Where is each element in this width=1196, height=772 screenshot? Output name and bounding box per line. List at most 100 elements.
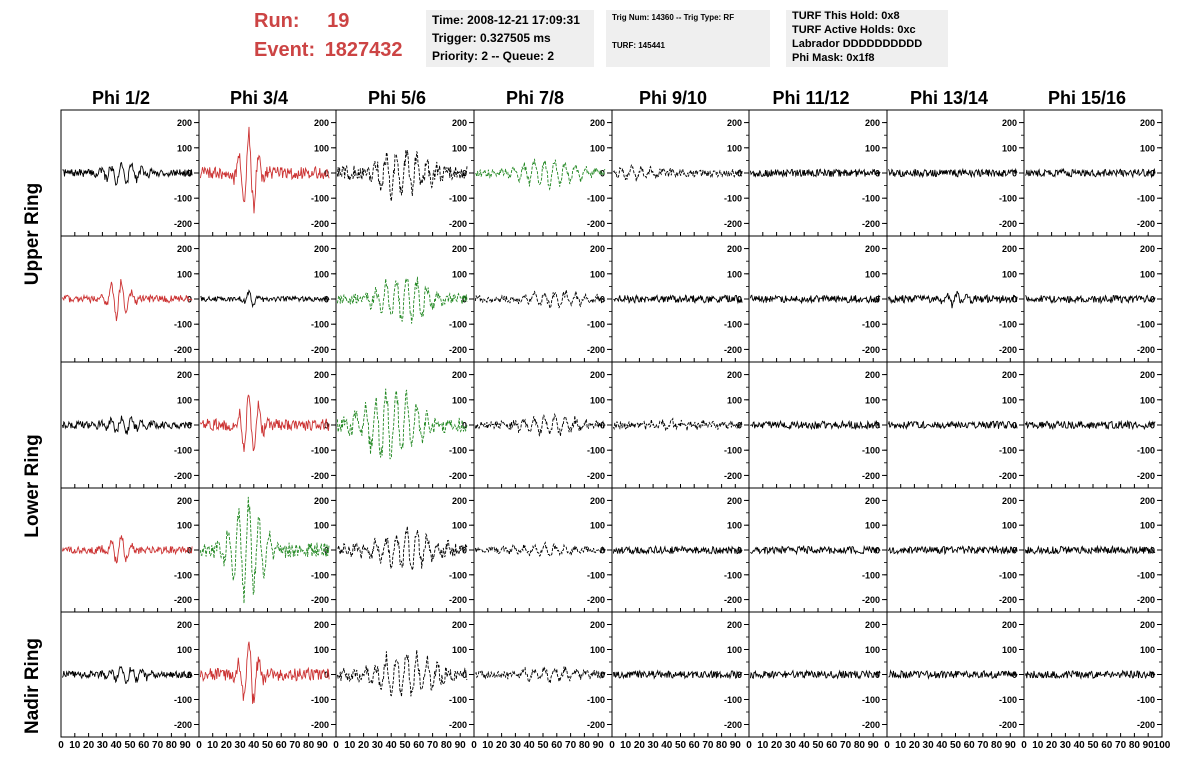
y-tick-label: -200 <box>587 720 605 730</box>
y-tick-label: -200 <box>449 595 467 605</box>
y-tick-label: 0 <box>600 421 605 431</box>
x-tick-label: 10 <box>69 740 81 751</box>
waveform-trace-r1-c1 <box>200 289 330 309</box>
y-tick-label: -100 <box>174 320 192 330</box>
trigger-line: Trigger: 0.327505 ms <box>432 31 551 45</box>
y-tick-label: 100 <box>452 521 467 531</box>
y-tick-label: 0 <box>187 670 192 680</box>
x-tick-label: 30 <box>923 740 935 751</box>
y-tick-label: -200 <box>862 219 880 229</box>
y-tick-label: 200 <box>1002 496 1017 506</box>
y-tick-label: -100 <box>311 320 329 330</box>
x-tick-label: 30 <box>235 740 247 751</box>
x-tick-label: 30 <box>648 740 660 751</box>
waveform-trace-r2-c1 <box>200 394 330 452</box>
y-tick-label: 200 <box>452 496 467 506</box>
y-tick-label: 100 <box>314 269 329 279</box>
y-tick-label: -100 <box>174 194 192 204</box>
y-tick-label: 100 <box>452 645 467 655</box>
x-tick-label: 20 <box>221 740 233 751</box>
x-tick-label: 30 <box>1060 740 1072 751</box>
y-tick-label: 100 <box>590 395 605 405</box>
x-tick-label: 20 <box>1046 740 1058 751</box>
y-tick-label: -100 <box>449 570 467 580</box>
x-tick-label: 100 <box>1154 740 1171 751</box>
y-tick-label: 100 <box>314 395 329 405</box>
x-tick-label: 50 <box>124 740 136 751</box>
y-tick-label: 100 <box>452 395 467 405</box>
y-tick-label: 100 <box>1140 645 1155 655</box>
y-tick-label: -200 <box>174 471 192 481</box>
waveform-trace-r1-c6 <box>887 290 1018 309</box>
waveform-trace-r4-c2 <box>336 649 468 697</box>
waveform-trace-r0-c5 <box>749 168 881 178</box>
y-tick-label: -100 <box>1137 446 1155 456</box>
y-tick-label: -200 <box>449 345 467 355</box>
y-tick-label: -200 <box>587 345 605 355</box>
y-tick-label: 0 <box>737 421 742 431</box>
x-tick-label: 70 <box>289 740 301 751</box>
y-tick-label: -100 <box>999 194 1017 204</box>
x-tick-label: 50 <box>1087 740 1099 751</box>
y-tick-label: 200 <box>452 244 467 254</box>
y-tick-label: 200 <box>314 620 329 630</box>
y-tick-label: 200 <box>727 370 742 380</box>
time-info-box: Time: 2008-12-21 17:09:31 Trigger: 0.327… <box>426 10 594 67</box>
y-tick-label: 200 <box>590 620 605 630</box>
event-number: Event: 1827432 <box>254 39 403 62</box>
y-tick-label: -200 <box>449 720 467 730</box>
y-tick-label: -200 <box>999 720 1017 730</box>
y-tick-label: -100 <box>724 446 742 456</box>
waveform-trace-r1-c7 <box>1025 294 1156 305</box>
x-tick-label: 70 <box>565 740 577 751</box>
y-tick-label: -200 <box>999 471 1017 481</box>
waveform-trace-r4-c4 <box>612 669 743 680</box>
y-tick-label: -200 <box>862 345 880 355</box>
x-tick-label: 50 <box>675 740 687 751</box>
y-tick-label: -100 <box>999 446 1017 456</box>
waveform-trace-r3-c1 <box>199 496 330 604</box>
y-tick-label: 100 <box>452 269 467 279</box>
y-tick-label: 100 <box>177 143 192 153</box>
x-tick-label: 40 <box>799 740 811 751</box>
x-tick-label: 80 <box>441 740 453 751</box>
y-tick-label: -100 <box>862 695 880 705</box>
column-header-phi-11-12: Phi 11/12 <box>772 88 850 108</box>
y-tick-label: 100 <box>1140 143 1155 153</box>
x-tick-label: 0 <box>471 740 477 751</box>
y-tick-label: 200 <box>177 620 192 630</box>
waveform-trace-r2-c4 <box>612 417 743 431</box>
panel-frame <box>473 109 613 237</box>
y-tick-label: 200 <box>452 118 467 128</box>
run-label: Run: <box>254 10 300 32</box>
y-tick-label: 100 <box>1140 521 1155 531</box>
run-value: 19 <box>327 10 350 32</box>
x-tick-label: 60 <box>826 740 838 751</box>
y-tick-label: -200 <box>862 471 880 481</box>
y-tick-label: 200 <box>177 244 192 254</box>
x-tick-label: 0 <box>609 740 615 751</box>
x-tick-label: 10 <box>344 740 356 751</box>
x-tick-label: 10 <box>482 740 494 751</box>
x-tick-label: 90 <box>317 740 329 751</box>
x-tick-label: 50 <box>537 740 549 751</box>
waveform-trace-r1-c4 <box>613 293 743 305</box>
x-tick-label: 60 <box>689 740 701 751</box>
y-tick-label: 200 <box>452 620 467 630</box>
y-tick-label: 100 <box>177 269 192 279</box>
y-tick-label: -100 <box>1137 320 1155 330</box>
x-tick-label: 70 <box>152 740 164 751</box>
y-tick-label: -100 <box>587 695 605 705</box>
x-tick-label: 90 <box>868 740 880 751</box>
y-tick-label: 0 <box>462 295 467 305</box>
waveform-trace-r2-c3 <box>474 412 606 437</box>
y-tick-label: -100 <box>449 695 467 705</box>
y-tick-label: 0 <box>737 295 742 305</box>
y-tick-label: 100 <box>177 521 192 531</box>
waveform-trace-r0-c0 <box>62 161 193 186</box>
y-tick-label: -100 <box>724 194 742 204</box>
y-tick-label: 100 <box>1140 395 1155 405</box>
y-tick-label: 200 <box>590 496 605 506</box>
column-header-phi-3-4: Phi 3/4 <box>229 88 289 108</box>
y-tick-label: -100 <box>862 320 880 330</box>
